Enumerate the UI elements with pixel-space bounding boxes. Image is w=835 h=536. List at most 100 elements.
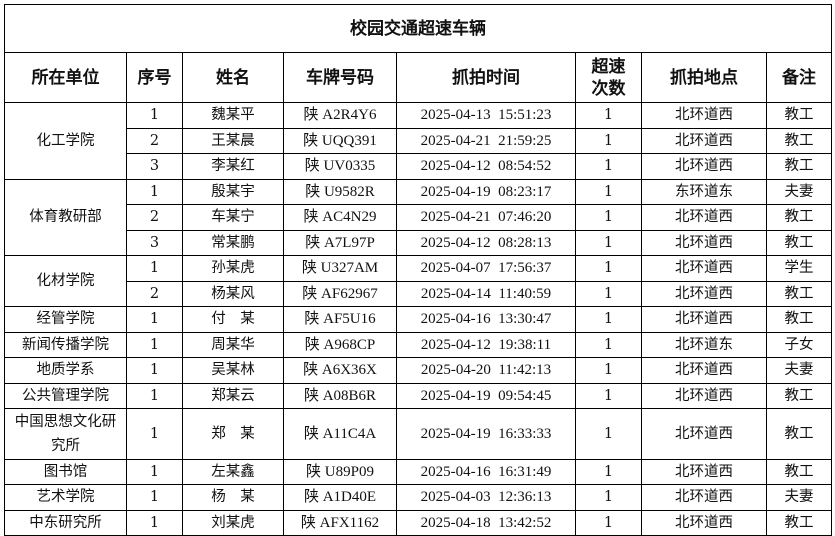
time-cell: 2025-04-16 13:30:47 [396,306,576,333]
note-cell: 教工 [766,127,832,154]
seq-cell: 1 [126,255,183,282]
unit-cell: 中国思想文化研究所 [4,408,127,460]
plate-cell: 陕 A11C4A [283,408,397,460]
plate-cell: 陕 A6X36X [283,357,397,384]
unit-cell: 中东研究所 [4,509,127,536]
count-cell: 1 [575,306,642,333]
table-row: 经管学院 1 付 某陕 AF5U16 2025-04-16 13:30:47 1 北环道西… [4,306,832,333]
count-cell: 1 [575,127,642,154]
note-cell: 子女 [766,331,832,358]
place-cell: 北环道西 [641,229,767,256]
unit-cell: 化工学院 [4,102,127,180]
name-cell: 郑 某 [182,408,284,460]
header-row: 所在单位 序号 姓名 车牌号码 抓拍时间 超速次数 抓拍地点 备注 [4,52,832,103]
seq-cell: 1 [126,408,183,460]
place-cell: 北环道西 [641,458,767,485]
table-row: 3 常某鹏陕 A7L97P 2025-04-12 08:28:13 1 北环道西 教工 [5,229,832,256]
table-row: 2 王某晨陕 UQQ391 2025-04-21 21:59:25 1 北环道西 教工 [5,127,832,154]
header-place: 抓拍地点 [641,52,767,103]
place-cell: 北环道西 [641,102,767,129]
header-time: 抓拍时间 [396,52,576,103]
time-cell: 2025-04-19 09:54:45 [396,382,576,409]
table-row: 艺术学院 1 杨 某陕 A1D40E 2025-04-03 12:36:13 1 北环道西… [4,484,832,511]
time-cell: 2025-04-21 07:46:20 [396,204,576,231]
note-cell: 学生 [766,255,832,282]
time-cell: 2025-04-07 17:56:37 [396,255,576,282]
name-cell: 孙某虎 [182,255,284,282]
place-cell: 北环道西 [641,357,767,384]
place-cell: 北环道西 [641,484,767,511]
note-cell: 教工 [766,458,832,485]
note-cell: 教工 [766,204,832,231]
plate-cell: 陕 UV0335 [283,153,397,180]
place-cell: 北环道东 [641,331,767,358]
plate-cell: 陕 UQQ391 [283,127,397,154]
seq-cell: 1 [126,509,183,536]
name-cell: 李某红 [182,153,284,180]
unit-cell: 图书馆 [4,458,127,485]
header-count: 超速次数 [575,52,642,103]
place-cell: 北环道西 [641,280,767,307]
plate-cell: 陕 U9582R [283,178,397,205]
unit-cell: 经管学院 [4,306,127,333]
table-row: 中东研究所 1 刘某虎陕 AFX1162 2025-04-18 13:42:52 1 北环… [4,509,832,536]
count-cell: 1 [575,357,642,384]
place-cell: 北环道西 [641,306,767,333]
count-cell: 1 [575,484,642,511]
name-cell: 王某晨 [182,127,284,154]
table-row: 2 杨某风陕 AF62967 2025-04-14 11:40:59 1 北环道西 教工 [5,280,832,307]
seq-cell: 1 [126,458,183,485]
plate-cell: 陕 A7L97P [283,229,397,256]
name-cell: 吴某林 [182,357,284,384]
seq-cell: 1 [126,306,183,333]
plate-cell: 陕 AF62967 [283,280,397,307]
time-cell: 2025-04-16 16:31:49 [396,458,576,485]
note-cell: 教工 [766,229,832,256]
seq-cell: 1 [126,357,183,384]
count-cell: 1 [575,382,642,409]
plate-cell: 陕 U89P09 [283,458,397,485]
name-cell: 常某鹏 [182,229,284,256]
name-cell: 周某华 [182,331,284,358]
table-body: 化工学院 1 魏某平陕 A2R4Y6 2025-04-13 15:51:23 1 北环道西… [4,102,832,536]
count-cell: 1 [575,331,642,358]
unit-cell: 化材学院 [4,255,127,307]
name-cell: 郑某云 [182,382,284,409]
plate-cell: 陕 A1D40E [283,484,397,511]
table-row: 新闻传播学院 1 周某华陕 A968CP 2025-04-12 19:38:11 1 北环… [4,331,832,358]
count-cell: 1 [575,509,642,536]
time-cell: 2025-04-12 19:38:11 [396,331,576,358]
name-cell: 付 某 [182,306,284,333]
count-cell: 1 [575,255,642,282]
plate-cell: 陕 U327AM [283,255,397,282]
count-cell: 1 [575,102,642,129]
seq-cell: 2 [126,127,183,154]
time-cell: 2025-04-19 08:23:17 [396,178,576,205]
table-row: 3 李某红陕 UV0335 2025-04-12 08:54:52 1 北环道西 教工 [5,153,832,180]
unit-cell: 艺术学院 [4,484,127,511]
table-row: 中国思想文化研究所 1 郑 某陕 A11C4A 2025-04-19 16:33:33… [4,408,832,460]
speeding-vehicles-table: 校园交通超速车辆 所在单位 序号 姓名 车牌号码 抓拍时间 超速次数 抓拍地点 … [4,4,832,536]
seq-cell: 3 [126,153,183,180]
plate-cell: 陕 AFX1162 [283,509,397,536]
note-cell: 教工 [766,102,832,129]
note-cell: 教工 [766,280,832,307]
table-row: 地质学系 1 吴某林陕 A6X36X 2025-04-20 11:42:13 1 北环道西… [4,357,832,384]
count-cell: 1 [575,458,642,485]
unit-cell: 新闻传播学院 [4,331,127,358]
unit-cell: 公共管理学院 [4,382,127,409]
plate-cell: 陕 AC4N29 [283,204,397,231]
plate-cell: 陕 A968CP [283,331,397,358]
header-note: 备注 [766,52,832,103]
header-no: 序号 [126,52,183,103]
place-cell: 东环道东 [641,178,767,205]
place-cell: 北环道西 [641,127,767,154]
name-cell: 左某鑫 [182,458,284,485]
place-cell: 北环道西 [641,382,767,409]
unit-cell: 地质学系 [4,357,127,384]
name-cell: 车某宁 [182,204,284,231]
table-row: 2 车某宁陕 AC4N29 2025-04-21 07:46:20 1 北环道西 教工 [5,204,832,231]
place-cell: 北环道西 [641,408,767,460]
place-cell: 北环道西 [641,204,767,231]
place-cell: 北环道西 [641,153,767,180]
